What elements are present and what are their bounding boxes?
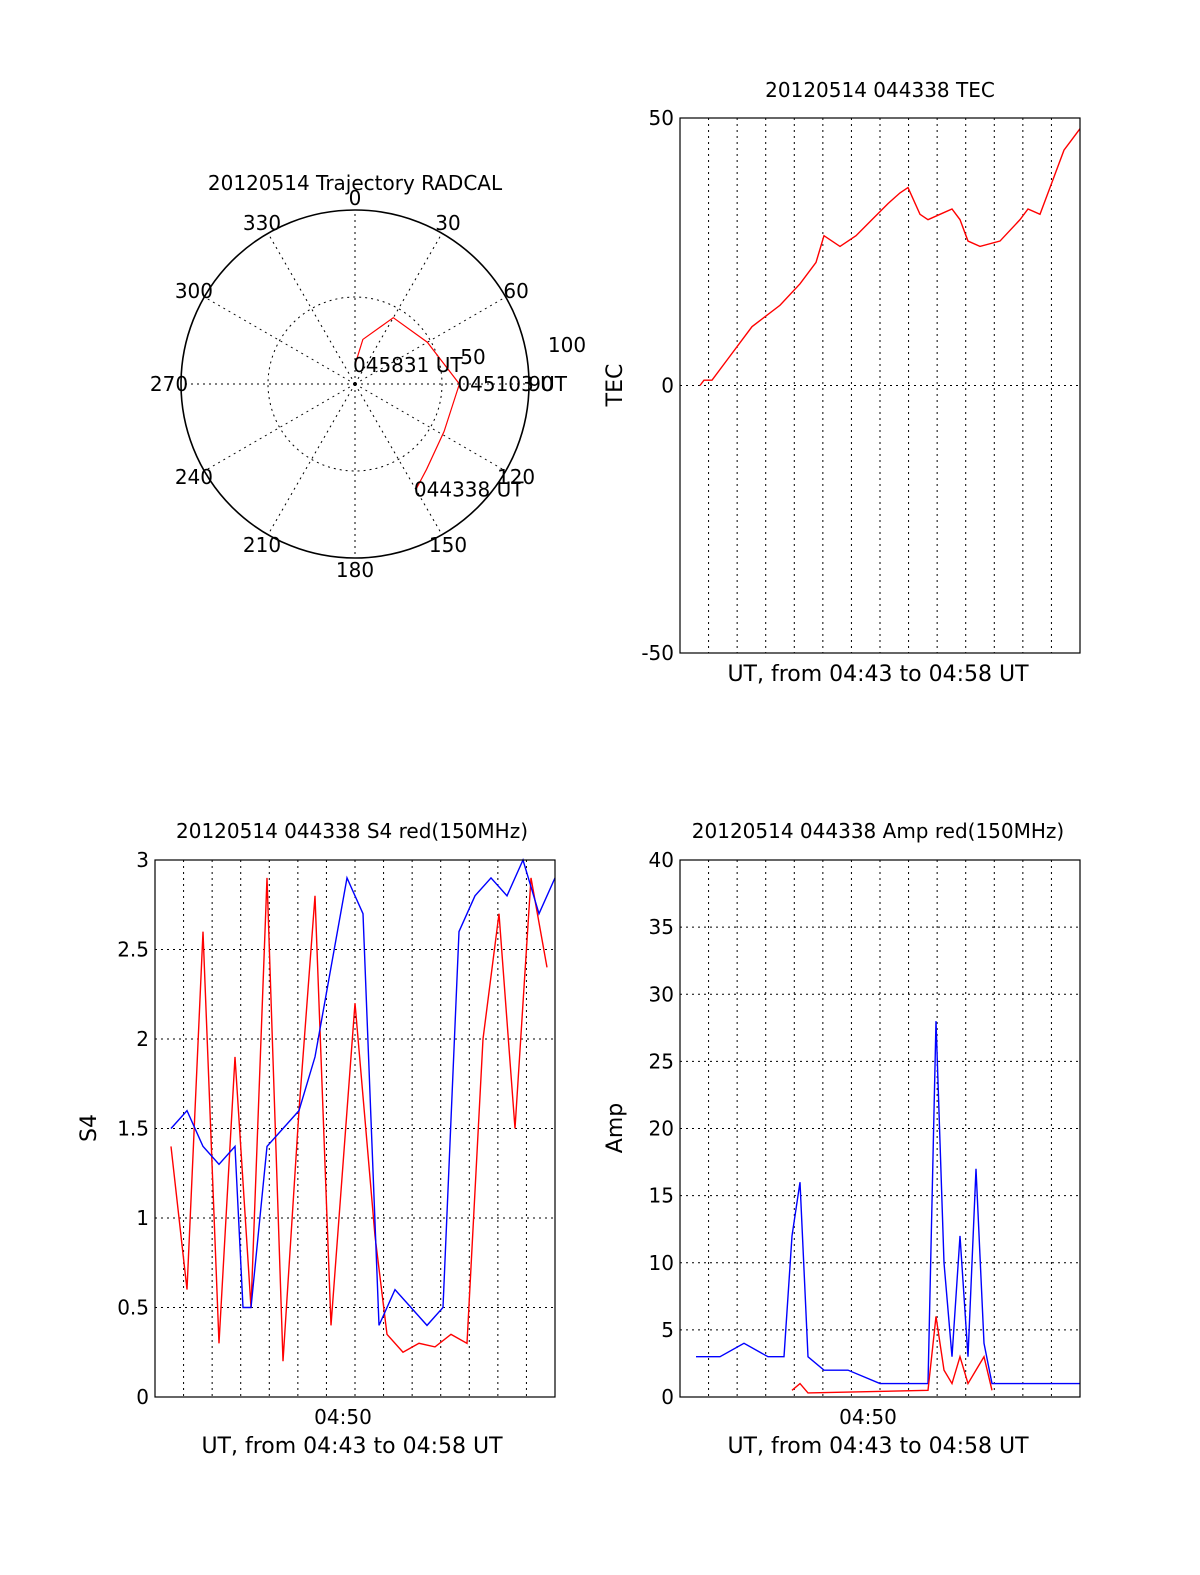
tec-plot-frame (679, 117, 1081, 654)
tec-title: 20120514 044338 TEC (765, 78, 995, 102)
polar-spoke-60 (354, 296, 506, 385)
y-tick-label-2: 10 (649, 1251, 674, 1275)
s4-x-axis-label: UT, from 04:43 to 04:58 UT (201, 1434, 503, 1459)
tec-y-ticks: 50 0 -50 (641, 106, 674, 665)
y-tick-label-8: 40 (649, 848, 674, 872)
y-tick-label-3: 1.5 (117, 1117, 149, 1141)
azimuth-label-60: 60 (503, 279, 528, 303)
s4-title: 20120514 044338 S4 red(150MHz) (176, 819, 528, 843)
polar-spoke-300 (204, 296, 356, 385)
y-tick-label-0: 0 (661, 1385, 674, 1409)
azimuth-label-270: 270 (150, 372, 188, 396)
series-blue-0 (696, 1021, 1080, 1385)
polar-spoke-240 (204, 383, 356, 472)
trajectory-annotation-0: 045831 UT (353, 353, 463, 377)
series-blue-1 (170, 857, 556, 1327)
azimuth-label-300: 300 (175, 279, 213, 303)
y-tick-label-7: 35 (649, 915, 674, 939)
y-tick-label-0: 0 (136, 1385, 149, 1409)
polar-spoke-330 (267, 233, 356, 385)
y-tick-label-4: 2 (136, 1027, 149, 1051)
polar-spoke-210 (267, 383, 356, 535)
x-tick-label-0: 04:50 (839, 1405, 897, 1429)
y-tick-label-5: 25 (649, 1049, 674, 1073)
azimuth-label-150: 150 (429, 533, 467, 557)
azimuth-label-180: 180 (336, 558, 374, 582)
y-tick-label-4: 20 (649, 1117, 674, 1141)
y-tick-label-1: 5 (661, 1318, 674, 1342)
series-red-1 (791, 1316, 993, 1394)
polar-spoke-30 (354, 233, 443, 385)
y-tick-label-1: 0.5 (117, 1296, 149, 1320)
y-tick-label-5: 2.5 (117, 938, 149, 962)
polar-spoke-150 (354, 383, 443, 535)
x-tick-label-0: 04:50 (314, 1405, 372, 1429)
polar-spoke-120 (354, 383, 506, 472)
amp-grid (680, 860, 1080, 1397)
azimuth-label-210: 210 (243, 533, 281, 557)
azimuth-label-120: 120 (497, 465, 535, 489)
s4-y-ticks: 0 0.5 1 1.5 2 2.5 3 (117, 848, 149, 1409)
y-tick-label-2: -50 (641, 641, 674, 665)
amp-series (696, 1021, 1080, 1394)
amp-y-axis-label: Amp (603, 1103, 628, 1153)
amp-panel: 20120514 044338 Amp red(150MHz) 0 5 10 15 20… (603, 819, 1081, 1459)
s4-series (170, 857, 556, 1362)
azimuth-label-330: 330 (243, 211, 281, 235)
y-tick-label-1: 0 (661, 374, 674, 398)
radial-label-50: 50 (460, 345, 485, 369)
s4-x-ticks: 04:50 (314, 1405, 372, 1429)
radial-label-100: 100 (548, 333, 586, 357)
azimuth-label-0: 0 (349, 186, 362, 210)
y-tick-label-2: 1 (136, 1206, 149, 1230)
amp-x-ticks: 04:50 (839, 1405, 897, 1429)
s4-y-axis-label: S4 (77, 1114, 102, 1142)
tec-series (699, 128, 1081, 386)
amp-title: 20120514 044338 Amp red(150MHz) (692, 819, 1064, 843)
polar-outer-circle (180, 209, 530, 559)
polar-title: 20120514 Trajectory RADCAL (208, 171, 503, 195)
amp-y-ticks: 0 5 10 15 20 25 30 35 40 (649, 848, 674, 1409)
azimuth-label-30: 30 (435, 211, 460, 235)
amp-plot-frame (679, 859, 1081, 1398)
s4-plot-frame (154, 859, 556, 1398)
series-red-0 (699, 128, 1081, 386)
s4-panel: 20120514 044338 S4 red(150MHz) 0 0.5 1 1.5 2… (77, 819, 556, 1459)
y-tick-label-6: 3 (136, 848, 149, 872)
y-tick-label-6: 30 (649, 982, 674, 1006)
tec-grid (680, 118, 1080, 653)
y-tick-label-0: 50 (649, 106, 674, 130)
polar-grid: 0 30 60 90 120 150 180 210 240 270 300 330 50 100 (150, 186, 586, 582)
y-tick-label-3: 15 (649, 1184, 674, 1208)
azimuth-label-240: 240 (175, 465, 213, 489)
trajectory-line (354, 316, 461, 490)
azimuth-label-90: 90 (528, 372, 553, 396)
polar-inner-circle (267, 296, 443, 472)
tec-panel: 20120514 044338 TEC 50 0 -50 TEC UT, from … (603, 78, 1081, 687)
tec-x-axis-label: UT, from 04:43 to 04:58 UT (727, 662, 1029, 687)
tec-y-axis-label: TEC (603, 364, 628, 408)
trajectory-annotation-1: 045103 UT (457, 372, 567, 396)
polar-trajectory-panel: 20120514 Trajectory RADCAL 0 30 60 90 120 150… (150, 171, 586, 582)
trajectory-annotation-2: 044338 UT (414, 477, 524, 501)
series-red-0 (170, 877, 548, 1362)
amp-x-axis-label: UT, from 04:43 to 04:58 UT (727, 1434, 1029, 1459)
